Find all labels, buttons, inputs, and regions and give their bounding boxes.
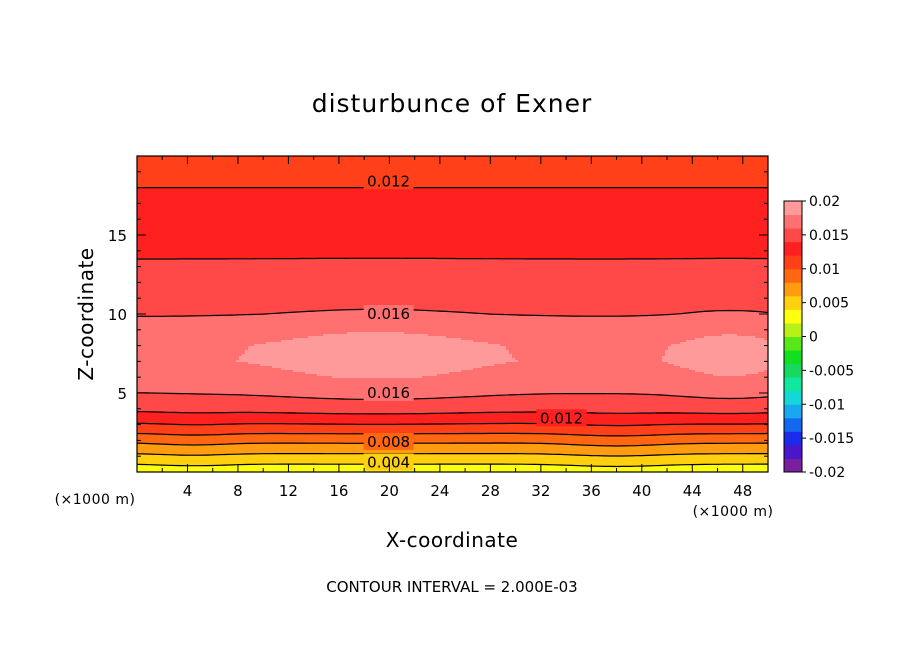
colorbar-tick-label: -0.005 bbox=[809, 363, 854, 379]
colorbar-swatch bbox=[784, 296, 802, 310]
x-tick-label: 28 bbox=[481, 482, 500, 500]
contour-interval-note: CONTOUR INTERVAL = 2.000E-03 bbox=[326, 578, 577, 596]
colorbar: 0.02 0.015 0.01 0.005 0 -0.005 -0.01 -0.015 -0.0… bbox=[784, 194, 854, 481]
x-tick-label: 24 bbox=[430, 482, 449, 500]
colorbar-swatch bbox=[784, 458, 802, 472]
colorbar-swatch bbox=[784, 391, 802, 405]
x-tick-label: 16 bbox=[329, 482, 348, 500]
colorbar-tick-label: 0.005 bbox=[809, 296, 849, 312]
contour-label: 0.016 bbox=[367, 305, 410, 323]
contour-label: 0.012 bbox=[540, 409, 583, 427]
colorbar-tick-label: 0.02 bbox=[809, 194, 840, 210]
x-tick-label: 48 bbox=[733, 482, 752, 500]
x-tick-label: 40 bbox=[632, 482, 651, 500]
colorbar-swatches bbox=[784, 201, 802, 473]
colorbar-swatch bbox=[784, 350, 802, 364]
colorbar-swatch bbox=[784, 201, 802, 215]
colorbar-tick-label: -0.015 bbox=[809, 431, 854, 447]
x-tick-label: 36 bbox=[582, 482, 601, 500]
contour-line bbox=[137, 258, 768, 259]
colorbar-tick-label: 0 bbox=[809, 330, 818, 346]
colorbar-swatch bbox=[784, 228, 802, 242]
x-tick-label: 32 bbox=[531, 482, 550, 500]
colorbar-swatch bbox=[784, 282, 802, 296]
colorbar-swatch bbox=[784, 418, 802, 432]
colorbar-swatch bbox=[784, 377, 802, 391]
y-tick-label: 10 bbox=[108, 306, 127, 324]
y-tick-label: 15 bbox=[108, 227, 127, 245]
contour-label: 0.008 bbox=[367, 433, 410, 451]
x-tick-label: 44 bbox=[683, 482, 702, 500]
colorbar-ticks: 0.02 0.015 0.01 0.005 0 -0.005 -0.01 -0.015 -0.0… bbox=[802, 194, 854, 481]
y-tick-label: 5 bbox=[117, 385, 127, 403]
colorbar-swatch bbox=[784, 242, 802, 256]
x-tick-label: 4 bbox=[183, 482, 193, 500]
contour-label: 0.012 bbox=[367, 172, 410, 190]
colorbar-swatch bbox=[784, 215, 802, 229]
x-axis-unit: (×1000 m) bbox=[693, 504, 774, 520]
colorbar-tick-label: 0.01 bbox=[809, 262, 840, 278]
colorbar-tick-label: 0.015 bbox=[809, 228, 849, 244]
contour-label: 0.016 bbox=[367, 384, 410, 402]
x-tick-label: 8 bbox=[233, 482, 243, 500]
colorbar-swatch bbox=[784, 364, 802, 378]
contour-label: 0.004 bbox=[367, 454, 410, 472]
y-axis-unit: (×1000 m) bbox=[55, 492, 136, 508]
colorbar-tick-label: -0.01 bbox=[809, 397, 845, 413]
colorbar-swatch bbox=[784, 269, 802, 283]
colorbar-swatch bbox=[784, 431, 802, 445]
colorbar-swatch bbox=[784, 255, 802, 269]
chart-title: disturbunce of Exner bbox=[312, 89, 593, 118]
x-axis-label: X-coordinate bbox=[386, 528, 519, 552]
colorbar-swatch bbox=[784, 445, 802, 459]
x-tick-label: 12 bbox=[279, 482, 298, 500]
colorbar-swatch bbox=[784, 309, 802, 323]
colorbar-swatch bbox=[784, 404, 802, 418]
colorbar-swatch bbox=[784, 337, 802, 351]
colorbar-tick-label: -0.02 bbox=[809, 465, 845, 481]
colorbar-swatch bbox=[784, 323, 802, 337]
y-axis-label: Z-coordinate bbox=[74, 247, 98, 380]
x-tick-label: 20 bbox=[380, 482, 399, 500]
